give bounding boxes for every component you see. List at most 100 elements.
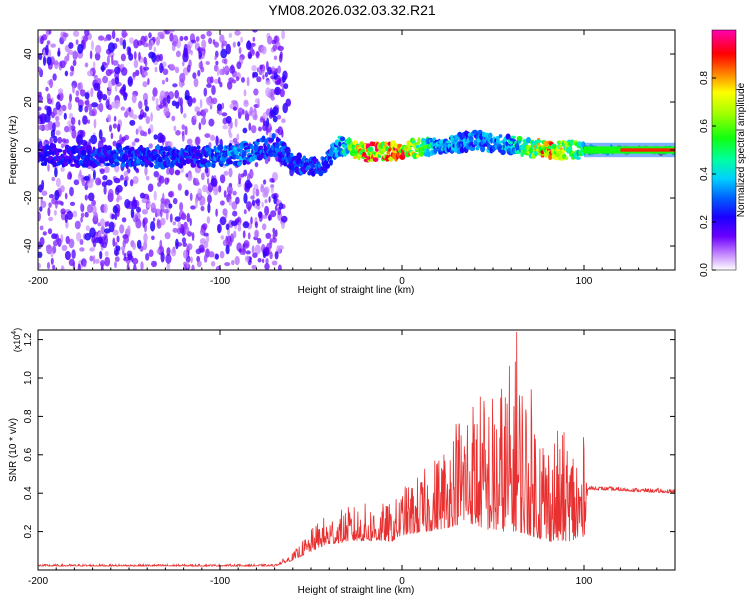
spectrogram-noise-mark [47,164,50,172]
spectrogram-noise-mark [41,179,45,191]
snr-ticks: -200 -100 0 100 0.2 0.4 0.6 0.8 1.0 1.2 [23,330,676,587]
spectrogram-noise-mark [214,55,217,61]
spectrogram-noise-mark [232,106,238,111]
spectrogram-noise-mark [208,118,215,127]
spectrogram-noise-mark [235,76,240,82]
spectrogram-ridge-mark [106,145,113,152]
spectrogram-ridge-mark [149,162,154,168]
spectrogram-noise-mark [230,220,238,227]
snr-ytick-label: 0.6 [23,447,34,461]
spectrogram-noise-mark [159,90,166,100]
spectrogram-noise-mark [39,236,45,246]
spectrogram-noise-mark [265,258,269,265]
spectrogram-noise-mark [165,253,172,264]
spectrogram-noise-mark [246,40,252,51]
spectrogram-noise-mark [142,209,147,215]
spectrogram-noise-mark [97,236,103,244]
spectrogram-noise-mark [143,71,149,77]
spectrogram-noise-mark [168,191,173,198]
spectrogram-noise-mark [148,143,153,149]
spectrogram-noise-mark [237,107,244,116]
spectrogram-noise-mark [229,103,234,110]
spectrogram-noise-mark [75,90,80,97]
spectrogram-noise-mark [114,85,118,92]
spectrogram-noise-mark [234,30,241,36]
spectrogram-noise-mark [171,100,177,107]
spectrogram-noise-mark [142,81,148,88]
spectrogram-noise-mark [150,112,153,122]
spectrogram-noise-mark [80,212,85,218]
spectrogram-noise-mark [251,199,256,207]
spectrogram-noise-mark [142,112,147,118]
spectrogram-ridge-mark [469,138,474,142]
spectrogram-noise-mark [262,251,267,259]
spectrogram-noise-mark [246,76,250,87]
spectrogram-noise-mark [231,100,238,105]
spectrogram-ridge-mark [196,145,201,150]
spectrogram-noise-mark [84,232,92,241]
spectrogram-ridge-mark [289,152,294,158]
spectrogram-noise-mark [101,64,105,72]
spectrogram-noise-mark [206,177,210,185]
spectrogram-noise-mark [262,64,265,74]
spectrogram-noise-mark [168,203,173,209]
spectrogram-ridge-mark [480,145,486,153]
spectrogram-noise-mark [262,223,267,231]
spectrogram-noise-mark [197,69,201,77]
spectrogram-noise-mark [272,115,278,123]
spectrogram-noise-mark [252,252,258,258]
spectrogram-noise-mark [99,260,105,267]
spectrogram-noise-mark [242,221,250,229]
spectrogram-noise-mark [220,235,224,240]
spectrogram-ridge-mark [125,164,129,169]
spectrogram-noise-mark [110,132,114,140]
spectrogram-ridge-mark [246,149,251,153]
spectrogram-noise-mark [45,44,49,56]
spectrogram-noise-mark [184,225,190,235]
spectrogram-noise-mark [250,216,253,225]
spectrogram-noise-mark [71,117,76,125]
spectrogram-noise-mark [111,78,116,86]
spectrogram-noise-mark [145,253,150,261]
spectrogram-noise-mark [257,237,262,244]
snr-multiplier-base: (x10 [12,335,22,353]
spectrogram-noise-mark [121,136,126,142]
spectrogram-ridge-mark [71,150,77,155]
snr-frame [37,329,676,571]
spectrogram-noise-mark [60,208,66,215]
spectrogram-noise-mark [274,229,278,237]
spectrogram-noise-mark [269,131,272,140]
spectrogram-noise-mark [221,112,228,117]
spectrogram-noise-mark [186,173,193,182]
spectrogram-noise-mark [179,72,186,83]
spectrogram-ridge-mark [556,140,562,145]
spectrogram-noise-mark [267,66,272,76]
spectrogram-noise-mark [172,34,179,45]
spectrogram-noise-mark [135,69,140,77]
spectrogram-noise-mark [218,76,221,84]
spectrogram-noise-mark [71,129,77,139]
spectrogram-noise-mark [202,184,208,193]
spectrogram-noise-mark [193,78,199,88]
spectrogram-noise-mark [147,183,154,192]
spectrogram-ridge-mark [159,145,164,150]
spectrogram-noise-mark [274,251,279,260]
spectrogram-noise-mark [131,199,138,210]
spectrogram-noise-mark [132,114,138,120]
spectrogram-noise-mark [164,177,169,185]
spectrogram-noise-mark [205,167,209,174]
spectrogram-noise-mark [103,37,108,42]
spectrogram-noise-mark [143,240,148,251]
spectrogram-noise-mark [77,43,84,54]
spectrogram-noise-mark [210,177,218,187]
spectrogram-noise-mark [156,218,160,226]
spectrogram-noise-mark [177,221,182,229]
spectrogram-noise-mark [198,244,205,253]
spectrogram-noise-mark [171,44,176,52]
spectrogram-noise-mark [159,208,163,218]
spectrogram-noise-mark [121,217,127,223]
spectrogram-noise-mark [90,134,98,145]
spectrogram-noise-mark [132,176,139,184]
figure-title: YM08.2026.032.03.32.R21 [268,2,436,18]
